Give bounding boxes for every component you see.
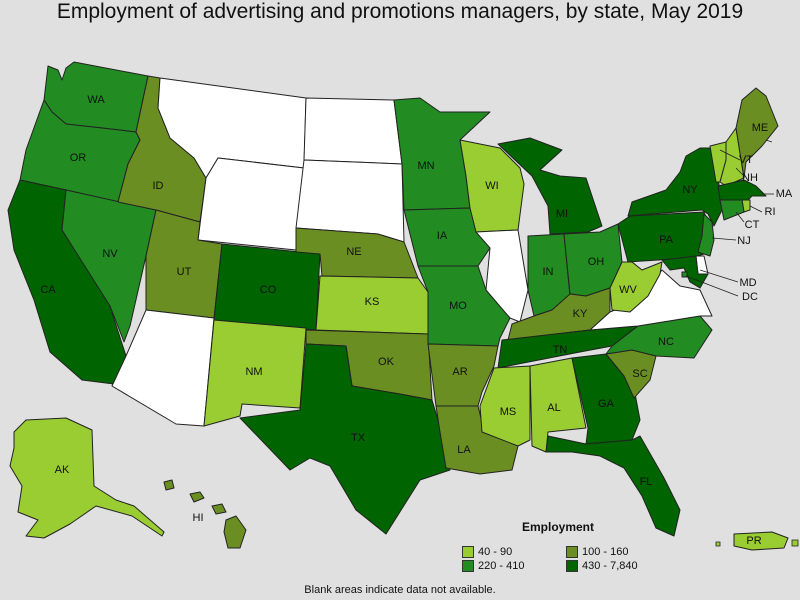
state-TX[interactable] <box>239 343 451 535</box>
label-OK: OK <box>378 356 395 368</box>
label-PR: PR <box>746 535 761 547</box>
legend-label-40-90: 40 - 90 <box>478 546 513 558</box>
label-MD: MD <box>739 277 756 289</box>
legend-title: Employment <box>522 520 595 534</box>
label-GA: GA <box>598 398 615 410</box>
label-PA: PA <box>659 234 674 246</box>
legend-swatch-100-160 <box>566 546 578 558</box>
state-FL[interactable] <box>545 435 681 537</box>
label-NJ: NJ <box>737 235 750 247</box>
state-CT[interactable] <box>719 199 745 221</box>
state-PR[interactable] <box>733 531 789 551</box>
state-ME[interactable] <box>735 87 779 179</box>
label-FL: FL <box>640 476 653 488</box>
label-NH: NH <box>742 172 758 184</box>
state-AK[interactable] <box>9 417 165 539</box>
state-NM[interactable] <box>203 319 307 427</box>
label-LA: LA <box>457 444 471 456</box>
label-AL: AL <box>547 402 560 414</box>
pr-island <box>791 539 799 547</box>
label-NY: NY <box>682 184 698 196</box>
label-NM: NM <box>245 366 262 378</box>
leader-line-me <box>765 139 773 143</box>
legend-item-40-90: 40 - 90 <box>462 546 566 558</box>
label-WI: WI <box>485 180 498 192</box>
label-CT: CT <box>745 219 760 231</box>
leader-line-nj <box>711 237 737 241</box>
label-TX: TX <box>351 432 366 444</box>
legend-item-430-7840: 430 - 7,840 <box>566 560 666 572</box>
label-DC: DC <box>742 291 758 303</box>
legend-label-430-7840: 430 - 7,840 <box>582 560 638 572</box>
legend-swatch-220-410 <box>462 560 474 572</box>
label-IA: IA <box>437 230 448 242</box>
label-KS: KS <box>365 296 380 308</box>
legend-label-220-410: 220 - 410 <box>478 560 525 572</box>
leader-line-vt <box>719 149 741 161</box>
state-LA[interactable] <box>435 405 519 475</box>
label-TN: TN <box>553 344 568 356</box>
pr-island-2 <box>715 541 721 547</box>
label-MS: MS <box>500 406 517 418</box>
label-IN: IN <box>543 266 554 278</box>
label-NE: NE <box>346 246 361 258</box>
label-NV: NV <box>102 248 118 260</box>
label-MI: MI <box>556 208 568 220</box>
state-IL[interactable] <box>475 229 529 323</box>
state-WV[interactable] <box>609 261 663 313</box>
legend: Employment 40 - 90 100 - 160 220 - 410 4… <box>462 520 662 572</box>
map-title: Employment of advertising and promotions… <box>56 0 744 23</box>
state-WY[interactable] <box>197 157 305 251</box>
state-HI-kauai[interactable] <box>163 479 175 491</box>
label-MO: MO <box>449 300 467 312</box>
label-VT: VT <box>739 154 753 166</box>
legend-swatch-430-7840 <box>566 560 578 572</box>
label-RI: RI <box>765 206 776 218</box>
state-NJ[interactable] <box>697 213 715 257</box>
label-KY: KY <box>573 308 588 320</box>
leader-line-nh <box>735 167 745 177</box>
label-WA: WA <box>87 94 105 106</box>
state-HI-oahu[interactable] <box>189 491 205 503</box>
state-HI-big[interactable] <box>223 515 247 549</box>
legend-label-100-160: 100 - 160 <box>582 546 629 558</box>
leader-line-ri <box>749 205 763 213</box>
state-HI-maui[interactable] <box>211 503 227 515</box>
label-ME: ME <box>752 122 769 134</box>
label-OR: OR <box>70 152 87 164</box>
label-AR: AR <box>452 366 467 378</box>
label-ID: ID <box>153 180 164 192</box>
label-NC: NC <box>658 336 674 348</box>
label-AK: AK <box>55 464 70 476</box>
leader-line-dc <box>685 275 739 297</box>
label-CA: CA <box>40 284 56 296</box>
label-MA: MA <box>776 188 793 200</box>
label-UT: UT <box>177 266 192 278</box>
state-DC[interactable] <box>681 271 688 278</box>
label-SC: SC <box>632 368 647 380</box>
leader-line-ct <box>735 211 745 223</box>
legend-item-100-160: 100 - 160 <box>566 546 666 558</box>
legend-item-220-410: 220 - 410 <box>462 560 566 572</box>
label-WV: WV <box>619 284 637 296</box>
state-MO[interactable] <box>417 265 511 347</box>
label-CO: CO <box>260 284 277 296</box>
label-HI: HI <box>193 512 204 524</box>
label-MN: MN <box>417 160 434 172</box>
label-OH: OH <box>588 256 605 268</box>
legend-swatch-40-90 <box>462 546 474 558</box>
footnote: Blank areas indicate data not available. <box>304 584 496 596</box>
state-ND[interactable] <box>303 97 403 165</box>
leader-line-md <box>699 269 739 283</box>
state-MI[interactable] <box>497 137 603 235</box>
